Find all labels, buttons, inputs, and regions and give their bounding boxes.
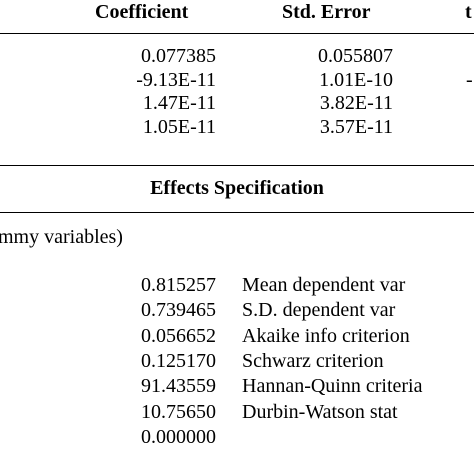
section-title: Effects Specification xyxy=(150,177,324,199)
std-error: 1.01E-10 xyxy=(319,68,393,91)
stat-value: 0.056652 xyxy=(141,324,216,347)
stat-label: Hannan-Quinn criteria xyxy=(242,375,423,398)
stat-value: 0.815257 xyxy=(141,274,216,296)
std-error: 0.055807 xyxy=(318,45,393,67)
std-error: 3.57E-11 xyxy=(319,115,393,138)
stat-label: Durbin-Watson stat xyxy=(242,400,398,423)
coefficient: 1.47E-11 xyxy=(142,92,216,114)
note: mmy variables) xyxy=(0,226,123,248)
stat-label: Mean dependent var xyxy=(242,274,406,296)
column-header: Coefficient xyxy=(95,1,189,23)
stat-value: 0.125170 xyxy=(141,349,216,372)
stat-value: 91.43559 xyxy=(141,375,216,398)
coefficient: 0.077385 xyxy=(141,45,216,67)
coefficient: -9.13E-11 xyxy=(136,68,216,91)
stat-label: Akaike info criterion xyxy=(242,324,410,347)
stat-value: 0.739465 xyxy=(141,299,216,322)
std-error: 3.82E-11 xyxy=(319,92,393,114)
stat-label: Schwarz criterion xyxy=(242,349,384,372)
stat-value: 10.75650 xyxy=(141,400,216,423)
coefficient: 1.05E-11 xyxy=(142,115,216,138)
column-header: t xyxy=(465,1,472,23)
rule xyxy=(0,165,474,166)
rule xyxy=(0,212,474,213)
rule xyxy=(0,33,474,34)
t-statistic: - xyxy=(466,68,473,91)
column-header: Std. Error xyxy=(282,1,371,23)
stat-value: 0.000000 xyxy=(141,425,216,448)
stat-label: S.D. dependent var xyxy=(242,299,396,322)
